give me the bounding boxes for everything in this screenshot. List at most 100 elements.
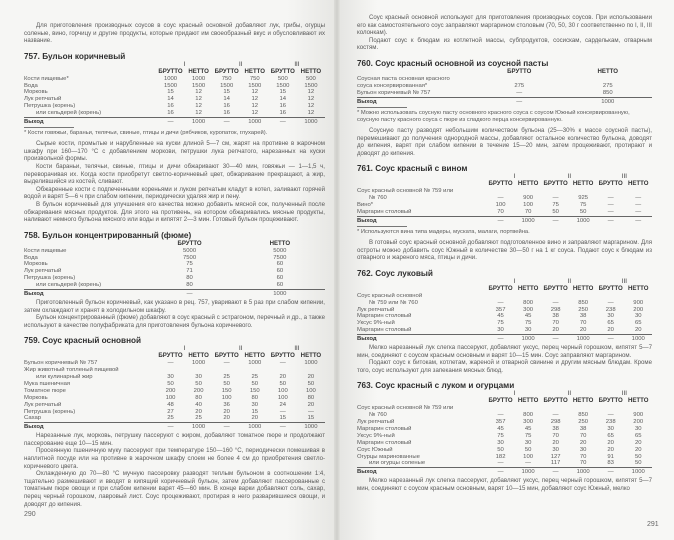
quantity: 80	[195, 394, 202, 401]
quantity	[241, 367, 269, 374]
quantity: 70	[497, 209, 504, 215]
recipe-title: 757. Бульон коричневый	[24, 51, 126, 61]
quantity: 75	[579, 202, 587, 209]
quantity: —	[624, 215, 652, 225]
quantity: 298	[550, 419, 561, 426]
quantity: 127	[550, 453, 561, 460]
recipe-title: 761. Соус красный с вином	[357, 164, 468, 174]
header-spacer	[357, 174, 487, 181]
quantity: —	[279, 360, 286, 367]
quantity: —	[541, 334, 570, 344]
column-header: БРУТТО	[543, 180, 568, 188]
ingredient-row: Бульон коричневый № 757 — 1000 — 1000 — 1000	[24, 360, 325, 367]
column-group: II	[567, 173, 572, 181]
ingredient-name: Уксус 9%-ный	[357, 432, 395, 439]
quantity: —	[607, 299, 614, 306]
quantity: 100	[277, 387, 288, 394]
ingredient-name: Соус красный основной № 759 или	[357, 405, 454, 412]
output-row: Выход —1000	[357, 96, 652, 106]
quantity: 1000	[296, 422, 325, 432]
ingredient-row: Морковь 15 12 15 12 15 12	[24, 89, 325, 96]
quantity: —	[486, 467, 515, 477]
ingredient-name: Морковь	[24, 394, 48, 401]
quantity: 1000	[304, 360, 318, 367]
output-row: Выход —1000—1000—1000	[357, 467, 652, 477]
column-header: БРУТТО	[488, 397, 513, 405]
quantity: 70	[579, 460, 587, 467]
quantity: 50	[552, 209, 559, 215]
recipe-title: 760. Соус красный основной из соусной па…	[357, 58, 549, 68]
quantity: 7500	[182, 254, 197, 261]
quantity: 14	[167, 96, 174, 103]
paragraph: Бульон концентрированный (фюме) добавляю…	[24, 314, 325, 329]
quantity	[475, 76, 564, 83]
quantity: 300	[523, 306, 534, 313]
column-group: III	[621, 390, 627, 398]
quantity: 1500	[220, 82, 234, 89]
quantity: 1000	[240, 422, 269, 432]
ingredient-row: Уксус 9%-ный 75 75 70 70 65 65	[357, 433, 652, 440]
quantity: 7500	[273, 254, 287, 261]
column-group: III	[621, 277, 627, 285]
ingredient-name: Маргарин столовый	[357, 327, 412, 334]
ingredient-name: Лук репчатый	[357, 306, 395, 313]
ingredient-name: Соус Южный	[357, 446, 393, 453]
ingredient-name: Лук репчатый	[24, 268, 62, 275]
quantity: 1500	[192, 82, 206, 89]
quantity: 500	[306, 75, 316, 82]
column-header: НЕТТО	[627, 397, 649, 405]
quantity: 30	[167, 374, 174, 381]
ingredient-row: Маргарин столовый 70 70 50 50 — —	[357, 209, 652, 216]
paragraph: Подают соус к битокам, котлетам, жареной…	[357, 359, 652, 374]
ingredient-row: Лук репчатый 48 40 36 30 24 20	[24, 402, 325, 409]
ingredient-name: Выход	[24, 422, 157, 432]
quantity: 16	[223, 103, 230, 110]
quantity: 20	[634, 439, 642, 446]
paragraph: Обжаренные кости с подпеченными кореньям…	[24, 185, 325, 201]
quantity	[569, 188, 597, 195]
quantity: 30	[497, 327, 504, 334]
quantity: 1000	[624, 467, 652, 477]
quantity: —	[596, 215, 625, 225]
ingredient-name: Жир животный топленый пищевой	[24, 367, 119, 374]
quantity: 70	[552, 320, 559, 327]
ingredient-row: Вода 1500 1500 1500 1500 1500 1500	[24, 83, 325, 90]
quantity: 20	[634, 446, 642, 453]
column-header: БРУТТО	[177, 239, 202, 247]
quantity: 20	[634, 327, 642, 334]
ingredient-name: № 760	[369, 412, 387, 419]
quantity: 30	[552, 446, 559, 453]
quantity: 1000	[240, 117, 269, 126]
column-header-row: БРУТТО НЕТТО БРУТТО НЕТТО БРУТТО НЕТТО	[357, 285, 652, 293]
quantity	[156, 367, 184, 374]
quantity	[624, 405, 652, 412]
recipe-table: БРУТТО НЕТТО Кости пищевые 5000 5000 Вода 7500…	[24, 239, 325, 299]
column-header: НЕТТО	[627, 180, 649, 188]
ingredient-row: Маргарин столовый 45 45 38 38 30 30	[357, 313, 652, 320]
quantity: 45	[524, 313, 532, 320]
ingredient-row: Томатное пюре 200 200 150 150 100 100	[24, 388, 325, 395]
ingredient-row: Петрушка (корень) 27 20 20 15 — —	[24, 409, 325, 416]
quantity: 357	[495, 306, 506, 313]
quantity: 65	[607, 432, 614, 439]
footnote-rule	[357, 106, 407, 108]
quantity: 80	[307, 394, 315, 401]
quantity	[569, 405, 597, 412]
column-header: БРУТТО	[270, 67, 295, 75]
quantity: 100	[523, 202, 534, 209]
quantity	[213, 367, 241, 374]
column-header: НЕТТО	[300, 67, 322, 75]
column-header: НЕТТО	[244, 352, 265, 360]
quantity: 1000	[248, 360, 262, 367]
ingredient-name: № 759 или № 760	[369, 299, 418, 306]
quantity: 1000	[192, 75, 206, 82]
quantity: 1000	[514, 215, 542, 225]
quantity: 15	[251, 408, 259, 415]
recipe-table: I II III БРУТТО НЕТТО БРУТТО НЕТТО БРУТТО НЕТТО К…	[24, 61, 325, 126]
quantity	[624, 293, 652, 300]
ingredient-row: Маргарин столовый 30 30 20 20 20 20	[357, 327, 652, 334]
ingredient-name: Огурцы маринованные	[357, 453, 420, 460]
column-header: БРУТТО	[598, 180, 623, 188]
quantity: 50	[279, 380, 287, 387]
quantity: 25	[251, 374, 259, 381]
